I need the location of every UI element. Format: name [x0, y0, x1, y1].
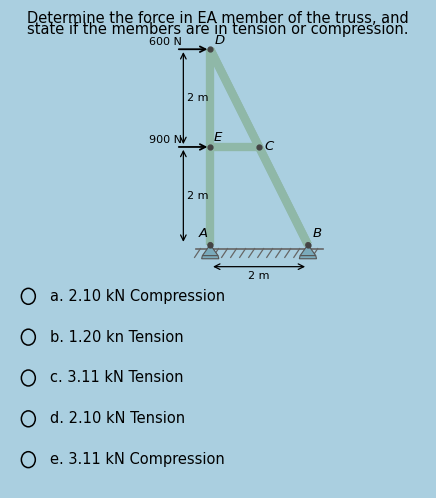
Polygon shape — [201, 255, 219, 259]
Polygon shape — [300, 255, 317, 259]
Text: E: E — [214, 130, 222, 143]
Text: 2 m: 2 m — [187, 191, 208, 201]
Circle shape — [306, 243, 310, 247]
Text: 900 N: 900 N — [149, 134, 182, 144]
Polygon shape — [202, 245, 218, 255]
Text: A: A — [199, 227, 208, 240]
Text: 600 N: 600 N — [149, 37, 182, 47]
Text: d. 2.10 kN Tension: d. 2.10 kN Tension — [50, 411, 185, 426]
Text: b. 1.20 kn Tension: b. 1.20 kn Tension — [50, 330, 184, 345]
Text: C: C — [264, 140, 273, 153]
Text: D: D — [215, 34, 225, 47]
Polygon shape — [300, 245, 316, 255]
Text: Determine the force in EA member of the truss, and: Determine the force in EA member of the … — [27, 11, 409, 26]
Text: B: B — [313, 227, 322, 240]
Text: state if the members are in tension or compression.: state if the members are in tension or c… — [27, 22, 409, 37]
Circle shape — [208, 243, 212, 247]
Text: 2 m: 2 m — [249, 270, 270, 280]
Text: 2 m: 2 m — [187, 93, 208, 103]
Text: c. 3.11 kN Tension: c. 3.11 kN Tension — [50, 371, 184, 385]
Text: a. 2.10 kN Compression: a. 2.10 kN Compression — [50, 289, 225, 304]
Text: e. 3.11 kN Compression: e. 3.11 kN Compression — [50, 452, 225, 467]
